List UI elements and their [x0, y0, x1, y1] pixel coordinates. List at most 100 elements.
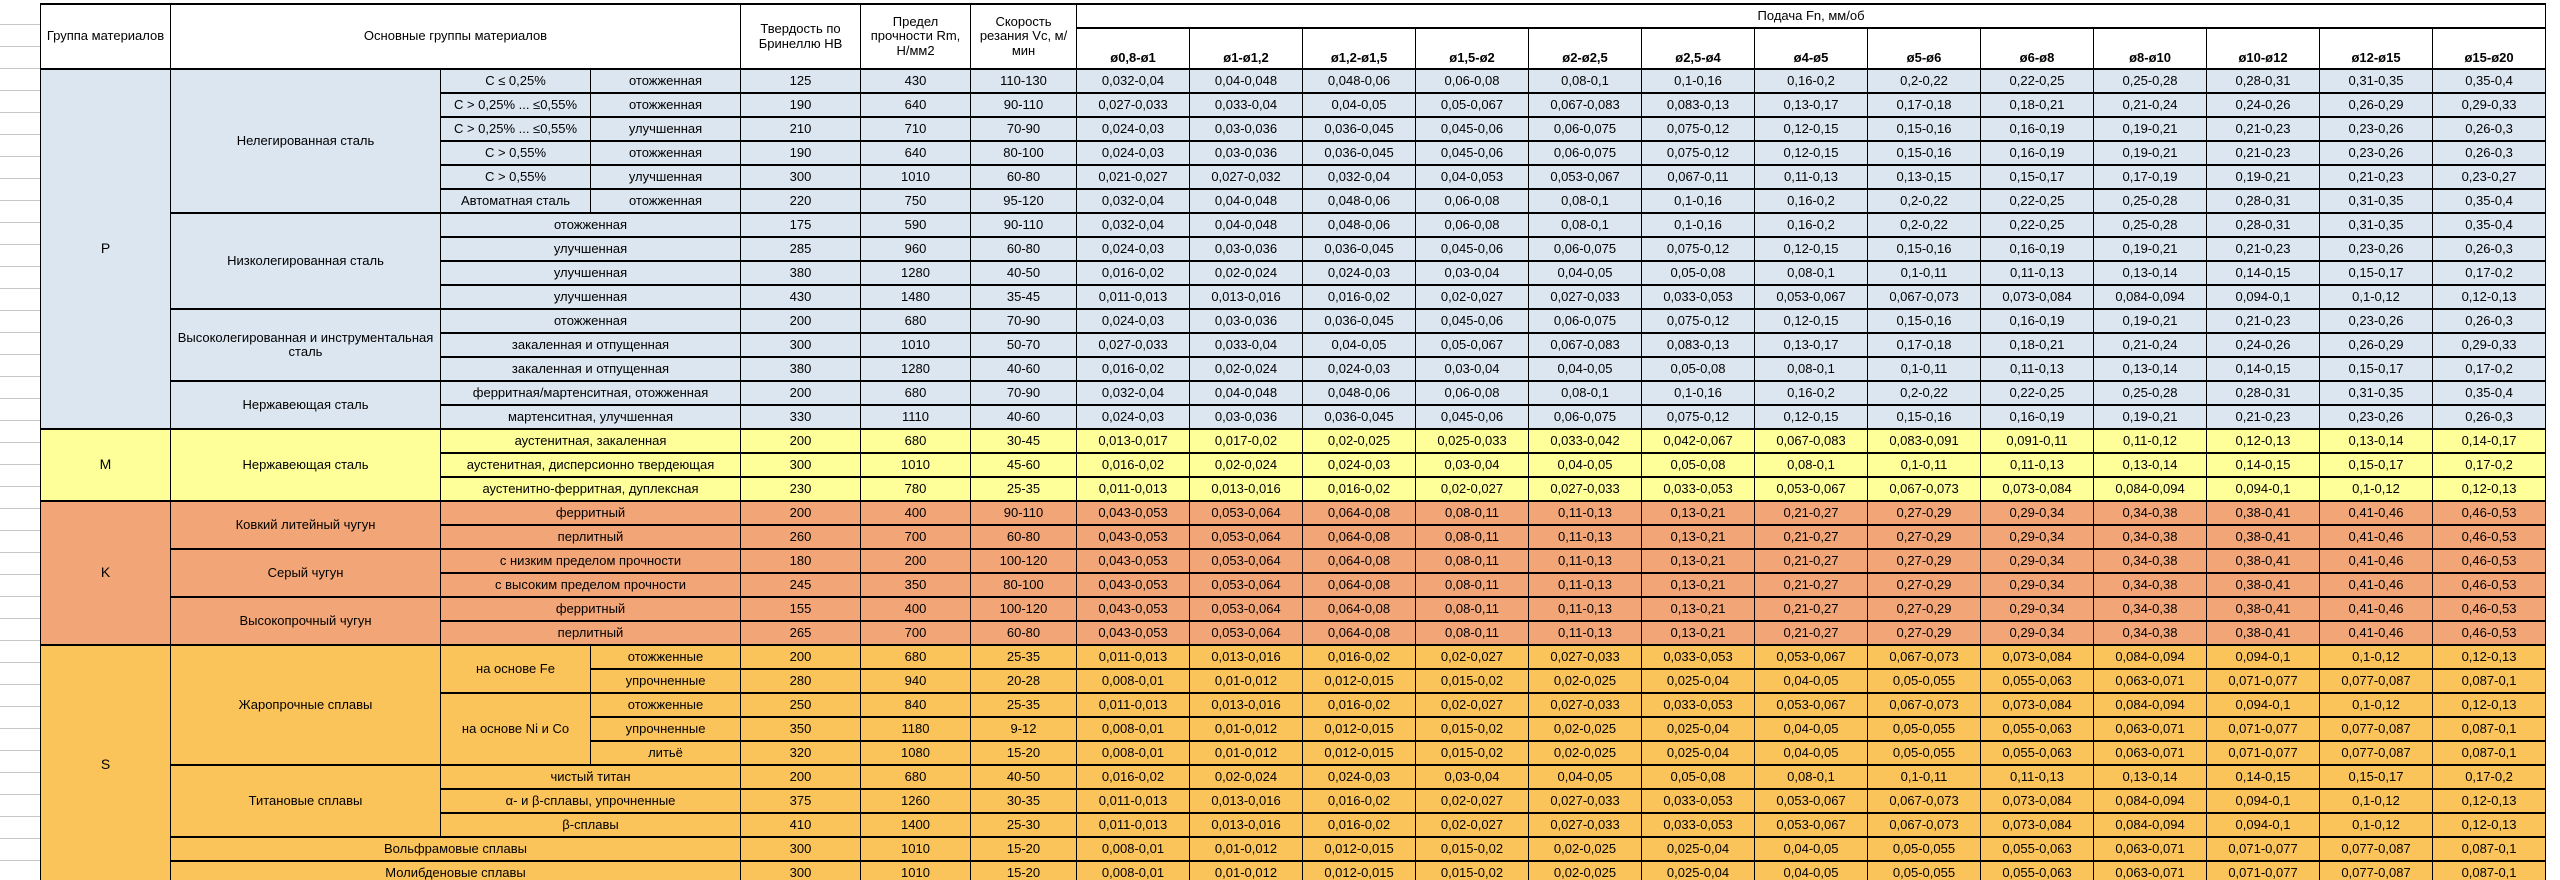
feed-cell[interactable]: 0,012-0,015: [1302, 716, 1417, 742]
feed-cell[interactable]: 0,067-0,073: [1867, 812, 1982, 838]
feed-cell[interactable]: 0,032-0,04: [1076, 212, 1191, 238]
feed-cell[interactable]: 0,027-0,033: [1528, 284, 1643, 310]
feed-cell[interactable]: 0,013-0,016: [1189, 692, 1304, 718]
feed-cell[interactable]: 0,024-0,03: [1302, 452, 1417, 478]
feed-cell[interactable]: 0,12-0,15: [1754, 308, 1869, 334]
feed-cell[interactable]: 0,033-0,053: [1641, 812, 1756, 838]
feed-cell[interactable]: 0,075-0,12: [1641, 140, 1756, 166]
feed-cell[interactable]: 0,38-0,41: [2206, 572, 2321, 598]
feed-cell[interactable]: 0,087-0,1: [2432, 836, 2547, 862]
feed-cell[interactable]: 0,04-0,05: [1754, 740, 1869, 766]
feed-cell[interactable]: 0,23-0,26: [2319, 116, 2434, 142]
state-cell[interactable]: улучшенная: [439, 236, 742, 262]
feed-cell[interactable]: 0,19-0,21: [2093, 140, 2208, 166]
feed-cell[interactable]: 0,46-0,53: [2432, 500, 2547, 526]
feed-cell[interactable]: 0,073-0,084: [1980, 284, 2095, 310]
feed-cell[interactable]: 0,28-0,31: [2206, 188, 2321, 214]
feed-cell[interactable]: 0,084-0,094: [2093, 284, 2208, 310]
feed-cell[interactable]: 0,053-0,067: [1528, 164, 1643, 190]
feed-cell[interactable]: 0,024-0,03: [1076, 308, 1191, 334]
tensile-strength-cell[interactable]: 1010: [860, 164, 972, 190]
feed-cell[interactable]: 0,24-0,26: [2206, 332, 2321, 358]
feed-cell[interactable]: 0,26-0,3: [2432, 236, 2547, 262]
feed-cell[interactable]: 0,055-0,063: [1980, 836, 2095, 862]
feed-cell[interactable]: 0,31-0,35: [2319, 188, 2434, 214]
hardness-cell[interactable]: 380: [740, 356, 862, 382]
feed-cell[interactable]: 0,38-0,41: [2206, 596, 2321, 622]
hardness-cell[interactable]: 200: [740, 308, 862, 334]
hardness-cell[interactable]: 300: [740, 452, 862, 478]
feed-cell[interactable]: 0,23-0,26: [2319, 404, 2434, 430]
feed-cell[interactable]: 0,027-0,033: [1076, 332, 1191, 358]
feed-cell[interactable]: 0,036-0,045: [1302, 236, 1417, 262]
hardness-cell[interactable]: 230: [740, 476, 862, 502]
hardness-cell[interactable]: 300: [740, 836, 862, 862]
feed-cell[interactable]: 0,21-0,23: [2206, 236, 2321, 262]
feed-cell[interactable]: 0,04-0,05: [1754, 860, 1869, 880]
feed-cell[interactable]: 0,053-0,064: [1189, 524, 1304, 550]
feed-cell[interactable]: 0,02-0,024: [1189, 452, 1304, 478]
hardness-cell[interactable]: 300: [740, 860, 862, 880]
feed-column-header[interactable]: ø4-ø5: [1754, 27, 1869, 70]
feed-cell[interactable]: 0,23-0,27: [2432, 164, 2547, 190]
feed-cell[interactable]: 0,14-0,15: [2206, 452, 2321, 478]
feed-cell[interactable]: 0,04-0,048: [1189, 380, 1304, 406]
feed-cell[interactable]: 0,05-0,055: [1867, 740, 1982, 766]
feed-cell[interactable]: 0,024-0,03: [1076, 236, 1191, 262]
feed-cell[interactable]: 0,31-0,35: [2319, 380, 2434, 406]
feed-cell[interactable]: 0,16-0,19: [1980, 236, 2095, 262]
feed-cell[interactable]: 0,013-0,016: [1189, 644, 1304, 670]
feed-cell[interactable]: 0,04-0,05: [1754, 836, 1869, 862]
feed-cell[interactable]: 0,24-0,26: [2206, 92, 2321, 118]
state-cell[interactable]: аустенитная, закаленная: [439, 428, 742, 454]
feed-cell[interactable]: 0,05-0,08: [1641, 356, 1756, 382]
feed-cell[interactable]: 0,21-0,27: [1754, 596, 1869, 622]
feed-cell[interactable]: 0,27-0,29: [1867, 500, 1982, 526]
feed-cell[interactable]: 0,01-0,012: [1189, 836, 1304, 862]
feed-cell[interactable]: 0,11-0,13: [1980, 260, 2095, 286]
feed-cell[interactable]: 0,025-0,04: [1641, 836, 1756, 862]
cutting-speed-cell[interactable]: 100-120: [970, 596, 1078, 622]
tensile-strength-cell[interactable]: 350: [860, 572, 972, 598]
feed-cell[interactable]: 0,11-0,13: [1980, 356, 2095, 382]
cutting-speed-cell[interactable]: 110-130: [970, 68, 1078, 94]
feed-cell[interactable]: 0,21-0,23: [2206, 140, 2321, 166]
hardness-cell[interactable]: 350: [740, 716, 862, 742]
feed-cell[interactable]: 0,016-0,02: [1302, 644, 1417, 670]
state-cell[interactable]: аустенитная, дисперсионно твердеющая: [439, 452, 742, 478]
feed-cell[interactable]: 0,013-0,016: [1189, 788, 1304, 814]
feed-cell[interactable]: 0,053-0,064: [1189, 620, 1304, 646]
state-cell[interactable]: упрочненные: [589, 716, 742, 742]
state-cell[interactable]: отожженная: [439, 212, 742, 238]
feed-cell[interactable]: 0,21-0,23: [2319, 164, 2434, 190]
feed-cell[interactable]: 0,26-0,3: [2432, 116, 2547, 142]
tensile-strength-cell[interactable]: 1480: [860, 284, 972, 310]
feed-cell[interactable]: 0,091-0,11: [1980, 428, 2095, 454]
family-cell[interactable]: Нелегированная сталь: [170, 68, 441, 214]
feed-cell[interactable]: 0,084-0,094: [2093, 476, 2208, 502]
feed-cell[interactable]: 0,46-0,53: [2432, 524, 2547, 550]
feed-cell[interactable]: 0,21-0,27: [1754, 500, 1869, 526]
feed-cell[interactable]: 0,11-0,13: [1754, 164, 1869, 190]
feed-cell[interactable]: 0,033-0,053: [1641, 692, 1756, 718]
feed-cell[interactable]: 0,016-0,02: [1302, 692, 1417, 718]
feed-cell[interactable]: 0,094-0,1: [2206, 692, 2321, 718]
feed-cell[interactable]: 0,08-0,11: [1415, 548, 1530, 574]
feed-cell[interactable]: 0,077-0,087: [2319, 740, 2434, 766]
feed-cell[interactable]: 0,38-0,41: [2206, 500, 2321, 526]
feed-column-header[interactable]: ø0,8-ø1: [1076, 27, 1191, 70]
feed-cell[interactable]: 0,024-0,03: [1302, 764, 1417, 790]
cutting-speed-cell[interactable]: 15-20: [970, 836, 1078, 862]
family-cell[interactable]: Нержавеющая сталь: [170, 380, 441, 430]
feed-cell[interactable]: 0,41-0,46: [2319, 524, 2434, 550]
feed-cell[interactable]: 0,045-0,06: [1415, 140, 1530, 166]
feed-cell[interactable]: 0,016-0,02: [1302, 788, 1417, 814]
feed-cell[interactable]: 0,08-0,11: [1415, 572, 1530, 598]
feed-cell[interactable]: 0,025-0,04: [1641, 668, 1756, 694]
cutting-speed-cell[interactable]: 60-80: [970, 236, 1078, 262]
feed-cell[interactable]: 0,016-0,02: [1076, 764, 1191, 790]
feed-cell[interactable]: 0,26-0,3: [2432, 140, 2547, 166]
feed-cell[interactable]: 0,15-0,16: [1867, 116, 1982, 142]
feed-cell[interactable]: 0,012-0,015: [1302, 740, 1417, 766]
feed-cell[interactable]: 0,025-0,04: [1641, 716, 1756, 742]
